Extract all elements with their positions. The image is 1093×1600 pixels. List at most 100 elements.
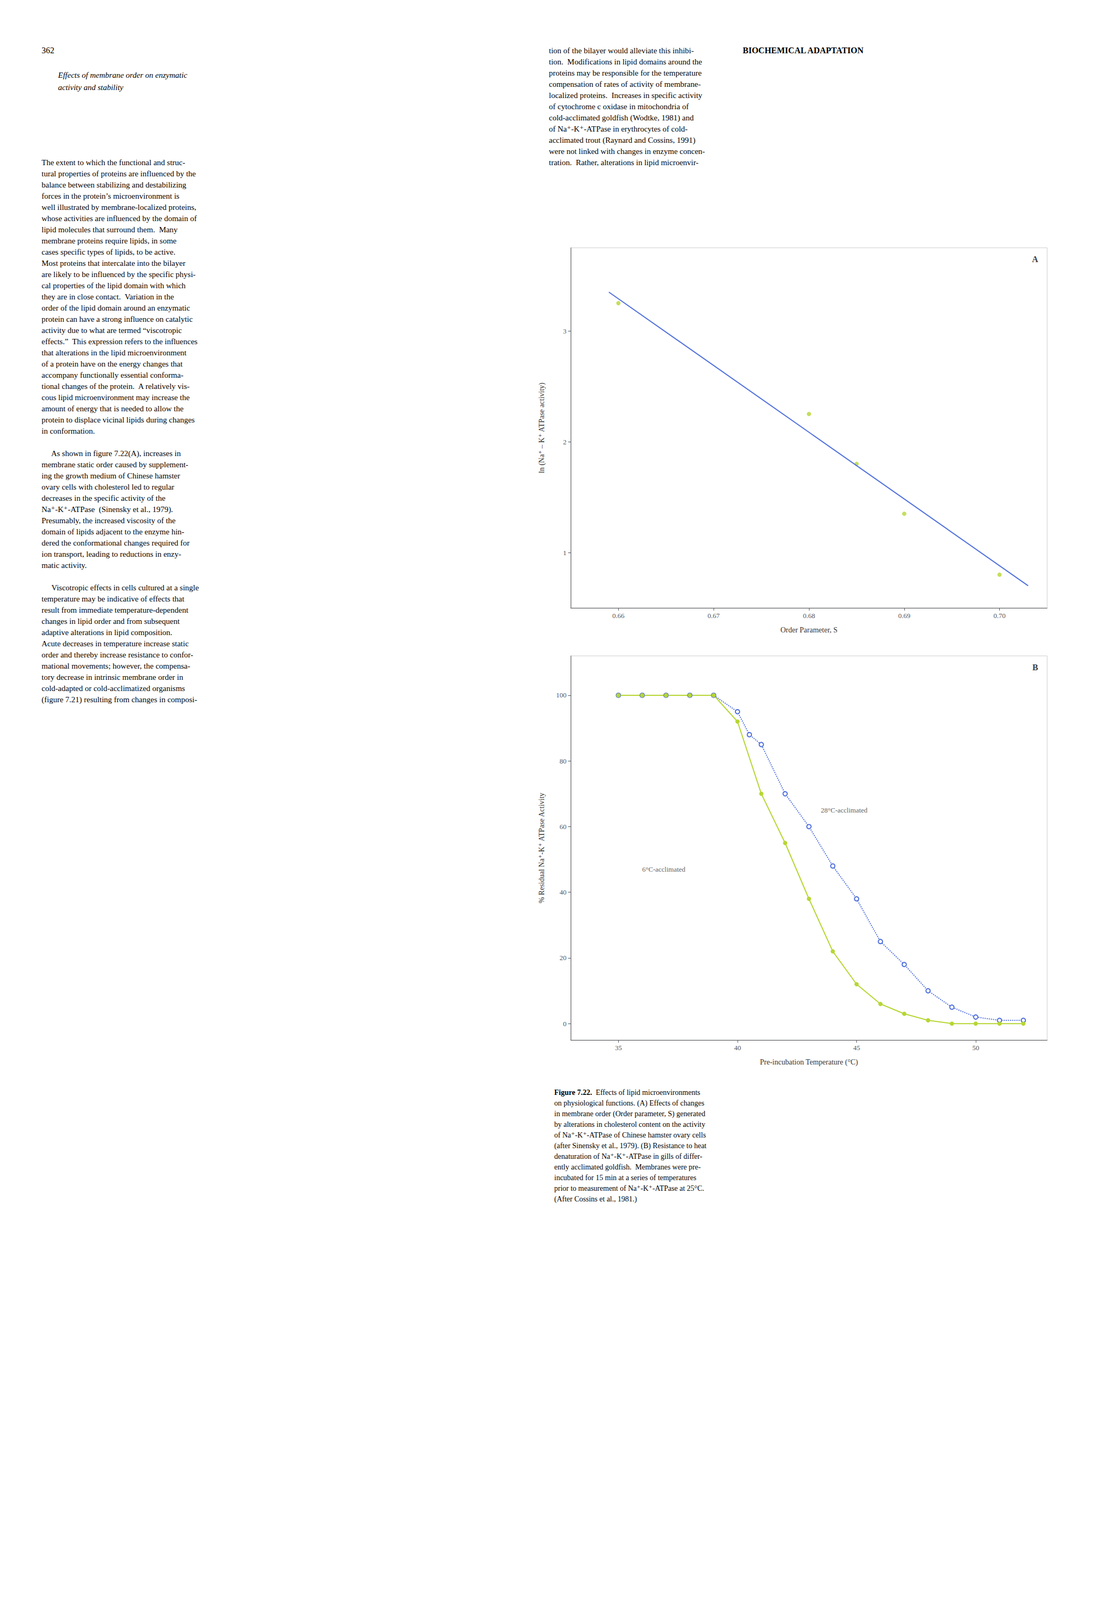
svg-text:in membrane order (Order param: in membrane order (Order parameter, S) g… xyxy=(554,1110,706,1119)
svg-text:tional changes of the protein.: tional changes of the protein. A relativ… xyxy=(41,382,190,391)
svg-text:amount of energy that is neede: amount of energy that is needed to allow… xyxy=(41,404,184,414)
svg-text:A: A xyxy=(1031,254,1039,264)
svg-text:decreases in the specific acti: decreases in the specific activity of th… xyxy=(41,494,166,503)
svg-text:effects.” This expression ref: effects.” This expression refers to the … xyxy=(41,337,198,346)
svg-text:50: 50 xyxy=(972,1043,979,1052)
svg-text:ovary cells with cholesterol l: ovary cells with cholesterol led to regu… xyxy=(41,482,175,492)
svg-text:0.68: 0.68 xyxy=(803,611,816,620)
svg-text:by alterations in cholesterol: by alterations in cholesterol content on… xyxy=(554,1120,706,1129)
svg-text:proteins may be responsible fo: proteins may be responsible for the temp… xyxy=(548,68,702,78)
svg-text:40: 40 xyxy=(559,888,567,897)
svg-text:forces in the protein’s microe: forces in the protein’s microenvironment… xyxy=(41,191,180,201)
svg-text:Pre-incubation Temperature (°C: Pre-incubation Temperature (°C) xyxy=(759,1058,858,1067)
svg-text:changes in lipid order and fro: changes in lipid order and from subseque… xyxy=(41,617,181,626)
svg-text:dered the conformational chang: dered the conformational changes require… xyxy=(41,538,190,548)
svg-text:order and thereby increase res: order and thereby increase resistance to… xyxy=(41,650,194,660)
svg-text:1: 1 xyxy=(563,548,568,557)
svg-text:of cytochrome c oxidase in mit: of cytochrome c oxidase in mitochondria … xyxy=(548,102,689,111)
svg-text:order of the lipid domain arou: order of the lipid domain around an enzy… xyxy=(41,303,191,313)
svg-text:mational movements; however, t: mational movements; however, the compens… xyxy=(41,661,191,671)
svg-text:28°C-acclimated: 28°C-acclimated xyxy=(820,806,868,815)
svg-text:20: 20 xyxy=(559,953,567,962)
svg-text:acclimated trout (Raynard and: acclimated trout (Raynard and Cossins, 1… xyxy=(548,135,696,145)
svg-text:incubated for 15 min at a seri: incubated for 15 min at a series of temp… xyxy=(554,1174,697,1182)
svg-text:adaptive alterations in lipid: adaptive alterations in lipid compositio… xyxy=(41,628,173,637)
svg-text:tion of the bilayer would alle: tion of the bilayer would alleviate this… xyxy=(548,46,694,55)
svg-text:Presumably, the increased visc: Presumably, the increased viscosity of t… xyxy=(41,516,176,525)
svg-text:compensation of rates of activ: compensation of rates of activity of mem… xyxy=(548,79,701,89)
svg-text:Viscotropic effects in cells c: Viscotropic effects in cells cultured at… xyxy=(41,583,199,593)
svg-text:0.69: 0.69 xyxy=(897,611,911,620)
svg-text:ing the growth medium of Chine: ing the growth medium of Chinese hamster xyxy=(41,471,181,481)
svg-text:Effects of lipid microenvironm: Effects of lipid microenvironments xyxy=(592,1088,701,1097)
svg-text:activity due to what are terme: activity due to what are termed “viscotr… xyxy=(41,326,183,335)
svg-text:were not linked with changes i: were not linked with changes in enzyme c… xyxy=(548,147,706,156)
svg-text:ln (Na⁺ – K⁺ ATPase activity): ln (Na⁺ – K⁺ ATPase activity) xyxy=(537,382,547,474)
svg-text:tural properties of proteins a: tural properties of proteins are influen… xyxy=(41,169,197,178)
svg-text:denaturation of Na⁺-K⁺-ATPase: denaturation of Na⁺-K⁺-ATPase in gills o… xyxy=(554,1152,703,1161)
svg-text:As shown in figure 7.22(A), in: As shown in figure 7.22(A), increases in xyxy=(41,449,182,459)
svg-text:temperature may be indicative: temperature may be indicative of effects… xyxy=(41,594,185,604)
svg-text:cold-adapted or cold-acclimati: cold-adapted or cold-acclimatized organi… xyxy=(41,684,185,693)
svg-text:Effects of membrane order on e: Effects of membrane order on enzymatic xyxy=(57,70,188,80)
svg-text:362: 362 xyxy=(41,45,55,55)
svg-text:whose activities are influence: whose activities are influenced by the d… xyxy=(41,214,197,223)
svg-text:Acute decreases in temperature: Acute decreases in temperature increase … xyxy=(41,639,189,649)
svg-text:balance between stabilizing an: balance between stabilizing and destabil… xyxy=(41,180,187,190)
svg-text:80: 80 xyxy=(559,757,567,766)
svg-text:of Na⁺-K⁺-ATPase in erythrocyt: of Na⁺-K⁺-ATPase in erythrocytes of cold… xyxy=(548,124,688,134)
svg-text:ently acclimated goldfish. Me: ently acclimated goldfish. Membranes wer… xyxy=(554,1163,701,1172)
svg-text:in conformation.: in conformation. xyxy=(41,426,95,436)
svg-text:on physiological functions. (A: on physiological functions. (A) Effects … xyxy=(554,1099,705,1108)
svg-text:well illustrated by membrane-l: well illustrated by membrane-localized p… xyxy=(41,203,197,212)
svg-text:are likely to be influenced by: are likely to be influenced by the speci… xyxy=(41,270,196,279)
svg-text:membrane static order caused b: membrane static order caused by suppleme… xyxy=(41,460,189,469)
svg-text:Order Parameter, S: Order Parameter, S xyxy=(780,626,838,635)
svg-text:of a protein have on the energ: of a protein have on the energy changes … xyxy=(41,359,183,369)
svg-text:domain of lipids adjacent to t: domain of lipids adjacent to the enzyme … xyxy=(41,527,185,537)
svg-text:2: 2 xyxy=(563,438,568,447)
svg-text:The extent to which the functi: The extent to which the functional and s… xyxy=(41,158,186,167)
svg-text:cous lipid microenvironment ma: cous lipid microenvironment may increase… xyxy=(41,393,190,402)
svg-text:cold-acclimated goldfish (Wodt: cold-acclimated goldfish (Wodtke, 1981) … xyxy=(548,113,694,123)
svg-text:6°C-acclimated: 6°C-acclimated xyxy=(642,865,686,874)
svg-text:protein can have a strong infl: protein can have a strong influence on c… xyxy=(41,314,193,324)
svg-text:Na⁺-K⁺-ATPase (Sinensky et al: Na⁺-K⁺-ATPase (Sinensky et al., 1979). xyxy=(41,505,174,515)
svg-text:(After Cossins et al., 1981.): (After Cossins et al., 1981.) xyxy=(554,1195,637,1204)
svg-text:tion. Modifications in lipid: tion. Modifications in lipid domains aro… xyxy=(548,57,703,67)
svg-text:cases specific types of lipids: cases specific types of lipids, to be ac… xyxy=(41,247,176,257)
svg-text:0.67: 0.67 xyxy=(707,611,720,620)
svg-text:0: 0 xyxy=(563,1019,568,1028)
svg-text:ion transport, leading to redu: ion transport, leading to reductions in … xyxy=(41,549,182,559)
svg-text:that alterations in the lipid: that alterations in the lipid microenvir… xyxy=(41,348,188,358)
svg-text:lipid molecules that surround: lipid molecules that surround them. Many xyxy=(41,225,178,234)
svg-text:60: 60 xyxy=(559,822,567,831)
svg-text:membrane proteins require lipi: membrane proteins require lipids, in som… xyxy=(41,236,177,246)
svg-text:100: 100 xyxy=(556,691,568,700)
svg-text:0.70: 0.70 xyxy=(993,611,1006,620)
svg-text:cal properties of the lipid do: cal properties of the lipid domain with … xyxy=(41,281,186,290)
svg-text:protein to displace vicinal li: protein to displace vicinal lipids durin… xyxy=(41,415,196,425)
svg-text:accompany functionally essenti: accompany functionally essential conform… xyxy=(41,370,184,380)
svg-text:they are in close contact. Va: they are in close contact. Variation in … xyxy=(41,292,175,302)
svg-text:result from immediate temperat: result from immediate temperature-depend… xyxy=(41,605,189,615)
svg-text:prior to measurement of Na⁺-K⁺: prior to measurement of Na⁺-K⁺-ATPase at… xyxy=(554,1184,704,1193)
svg-text:(after Sinensky et al., 1979).: (after Sinensky et al., 1979). (B) Resis… xyxy=(554,1142,707,1151)
svg-text:activity and stability: activity and stability xyxy=(58,83,124,92)
svg-text:0.66: 0.66 xyxy=(612,611,625,620)
svg-text:of Na⁺-K⁺-ATPase of Chinese ha: of Na⁺-K⁺-ATPase of Chinese hamster ovar… xyxy=(554,1131,707,1140)
svg-text:45: 45 xyxy=(853,1043,861,1052)
svg-text:tration. Rather, alterations: tration. Rather, alterations in lipid mi… xyxy=(548,158,699,167)
svg-text:3: 3 xyxy=(563,327,568,336)
svg-text:B: B xyxy=(1032,662,1039,673)
svg-text:tory decrease in intrinsic mem: tory decrease in intrinsic membrane orde… xyxy=(41,673,184,682)
svg-text:% Residual Na⁺-K⁺ ATPase Activ: % Residual Na⁺-K⁺ ATPase Activity xyxy=(537,792,546,904)
svg-text:BIOCHEMICAL ADAPTATION: BIOCHEMICAL ADAPTATION xyxy=(742,45,864,55)
svg-text:Figure 7.22.: Figure 7.22. xyxy=(554,1088,593,1097)
svg-text:matic activity.: matic activity. xyxy=(41,561,87,570)
svg-text:35: 35 xyxy=(614,1043,622,1052)
svg-text:localized proteins. Increases: localized proteins. Increases in specifi… xyxy=(548,91,703,100)
svg-text:(figure 7.21) resulting from c: (figure 7.21) resulting from changes in … xyxy=(41,695,198,705)
svg-text:40: 40 xyxy=(733,1043,741,1052)
svg-text:Most proteins that intercalate: Most proteins that intercalate into the … xyxy=(41,258,186,268)
